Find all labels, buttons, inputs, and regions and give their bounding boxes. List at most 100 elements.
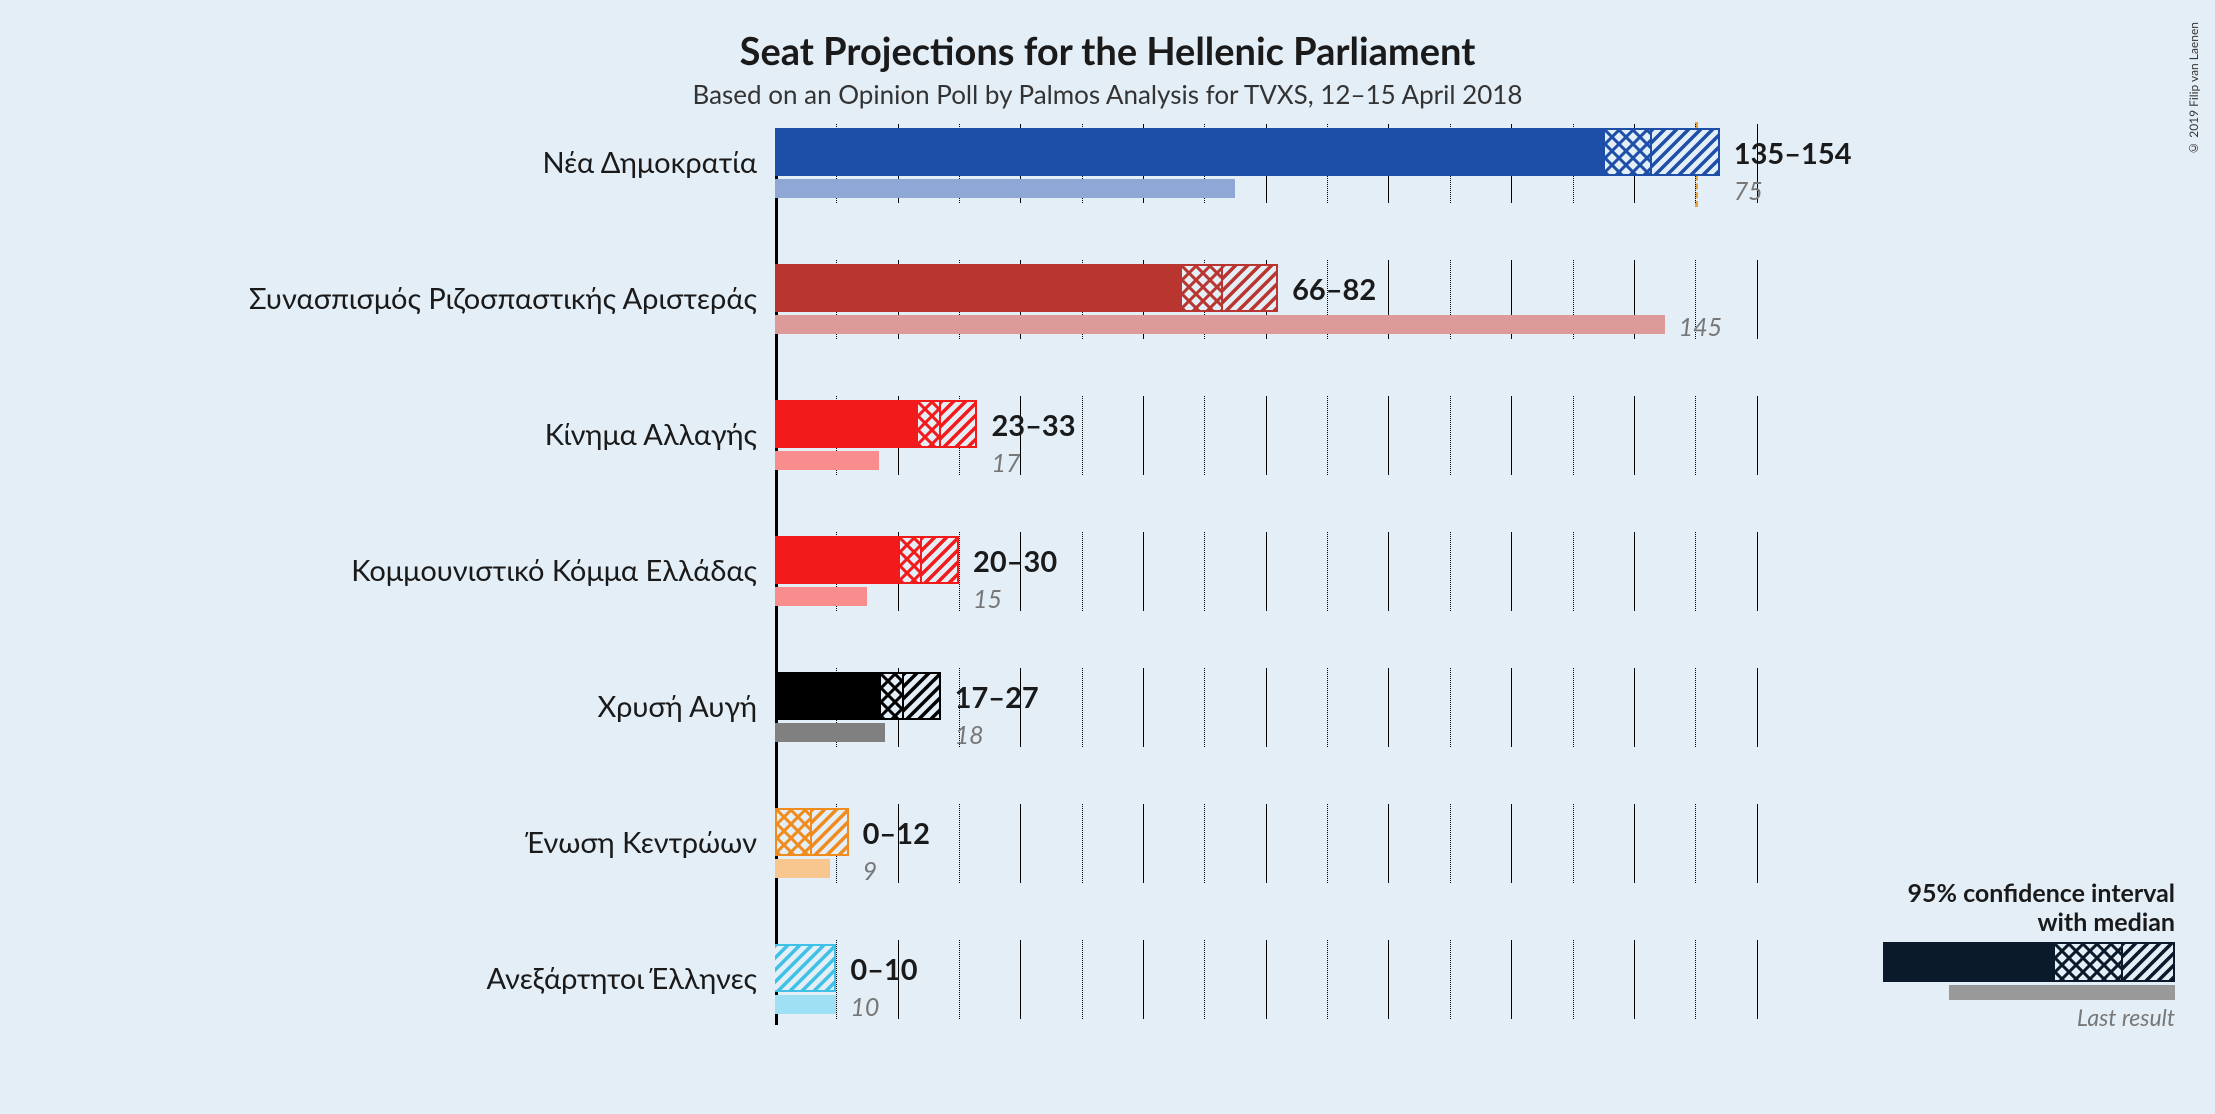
gridline (1511, 940, 1512, 1019)
bar-projection-diag-hatch (1223, 264, 1278, 312)
gridline (1511, 668, 1512, 747)
chart-title: Seat Projections for the Hellenic Parlia… (0, 28, 2215, 74)
bar-projection-solid (775, 264, 1180, 312)
gridline (1143, 668, 1144, 747)
party-row: Κίνημα Αλλαγής23–3317 (775, 400, 2175, 473)
last-value-label: 17 (991, 448, 1020, 478)
bar-projection-cross-hatch (1180, 264, 1223, 312)
last-value-label: 9 (863, 856, 878, 886)
bar-projection-cross-hatch (879, 672, 904, 720)
gridline (1204, 668, 1205, 747)
gridline (959, 532, 960, 611)
legend-last-label: Last result (2077, 1003, 2175, 1031)
gridline (1450, 668, 1451, 747)
gridline (1511, 532, 1512, 611)
gridline (1695, 396, 1696, 475)
gridline (1204, 532, 1205, 611)
gridline (1450, 396, 1451, 475)
bar-projection-solid (775, 536, 898, 584)
party-name-label: Ένωση Κεντρώων (525, 825, 775, 860)
bar-projection-cross-hatch (916, 400, 941, 448)
bar-last-result (775, 995, 836, 1014)
party-row: Ένωση Κεντρώων0–129 (775, 808, 2175, 881)
gridline (1266, 668, 1267, 747)
gridline (1695, 940, 1696, 1019)
party-row: Κομμουνιστικό Κόμμα Ελλάδας20–3015 (775, 536, 2175, 609)
gridline (1388, 668, 1389, 747)
party-row: Χρυσή Αυγή17–2718 (775, 672, 2175, 745)
bar-projection-diag-hatch (904, 672, 941, 720)
legend-bar-solid (1883, 942, 2053, 982)
party-name-label: Συνασπισμός Ριζοσπαστικής Αριστεράς (249, 281, 775, 316)
legend-bar-diag-hatch (2123, 942, 2175, 982)
legend-ci-label-1: 95% confidence interval (1908, 878, 2175, 908)
range-value-label: 66–82 (1292, 272, 1376, 307)
gridline (1757, 260, 1758, 339)
gridline (1204, 940, 1205, 1019)
legend: 95% confidence intervalwith median Last r… (1815, 878, 2175, 1058)
gridline (959, 804, 960, 883)
gridline (1327, 804, 1328, 883)
bar-projection-diag-hatch (775, 944, 836, 992)
range-value-label: 0–10 (850, 952, 917, 987)
gridline (1695, 804, 1696, 883)
gridline (1388, 532, 1389, 611)
bar-projection-solid (775, 128, 1603, 176)
range-value-label: 135–154 (1734, 136, 1852, 171)
bar-projection-cross-hatch (775, 808, 812, 856)
gridline (1511, 396, 1512, 475)
gridline (1573, 940, 1574, 1019)
party-name-label: Κίνημα Αλλαγής (545, 417, 775, 452)
bar-last-result (775, 587, 867, 606)
gridline (1327, 668, 1328, 747)
bar-projection-cross-hatch (898, 536, 923, 584)
gridline (1082, 532, 1083, 611)
gridline (1143, 396, 1144, 475)
party-row: Νέα Δημοκρατία135–15475 (775, 128, 2175, 201)
gridline (1388, 940, 1389, 1019)
gridline (1266, 532, 1267, 611)
gridline (1573, 668, 1574, 747)
chart-subtitle: Based on an Opinion Poll by Palmos Analy… (0, 78, 2215, 110)
gridline (1573, 804, 1574, 883)
gridline (1082, 940, 1083, 1019)
bar-projection-solid (775, 400, 916, 448)
legend-bar-cross-hatch (2053, 942, 2123, 982)
party-name-label: Ανεξάρτητοι Έλληνες (487, 961, 775, 996)
gridline (1450, 804, 1451, 883)
range-value-label: 0–12 (863, 816, 930, 851)
gridline (1388, 804, 1389, 883)
last-value-label: 145 (1679, 312, 1723, 342)
bar-last-result (775, 315, 1665, 334)
gridline (1757, 804, 1758, 883)
range-value-label: 17–27 (955, 680, 1039, 715)
gridline (1204, 804, 1205, 883)
party-name-label: Κομμουνιστικό Κόμμα Ελλάδας (351, 553, 775, 588)
gridline (1511, 804, 1512, 883)
gridline (1634, 804, 1635, 883)
gridline (1266, 804, 1267, 883)
party-name-label: Νέα Δημοκρατία (542, 145, 775, 180)
gridline (1757, 668, 1758, 747)
gridline (836, 940, 837, 1019)
gridline (1020, 940, 1021, 1019)
gridline (1082, 668, 1083, 747)
gridline (1266, 396, 1267, 475)
gridline (1450, 532, 1451, 611)
gridline (1143, 532, 1144, 611)
party-name-label: Χρυσή Αυγή (597, 689, 775, 724)
gridline (1634, 940, 1635, 1019)
gridline (1327, 940, 1328, 1019)
last-value-label: 15 (973, 584, 1002, 614)
last-value-label: 18 (955, 720, 984, 750)
legend-ci-label-2: with median (2037, 907, 2175, 937)
gridline (1143, 804, 1144, 883)
bar-last-result (775, 723, 885, 742)
gridline (1327, 532, 1328, 611)
last-value-label: 75 (1734, 176, 1763, 206)
bar-projection-diag-hatch (941, 400, 978, 448)
gridline (1757, 940, 1758, 1019)
bar-projection-diag-hatch (1652, 128, 1719, 176)
gridline (1634, 668, 1635, 747)
gridline (1327, 396, 1328, 475)
